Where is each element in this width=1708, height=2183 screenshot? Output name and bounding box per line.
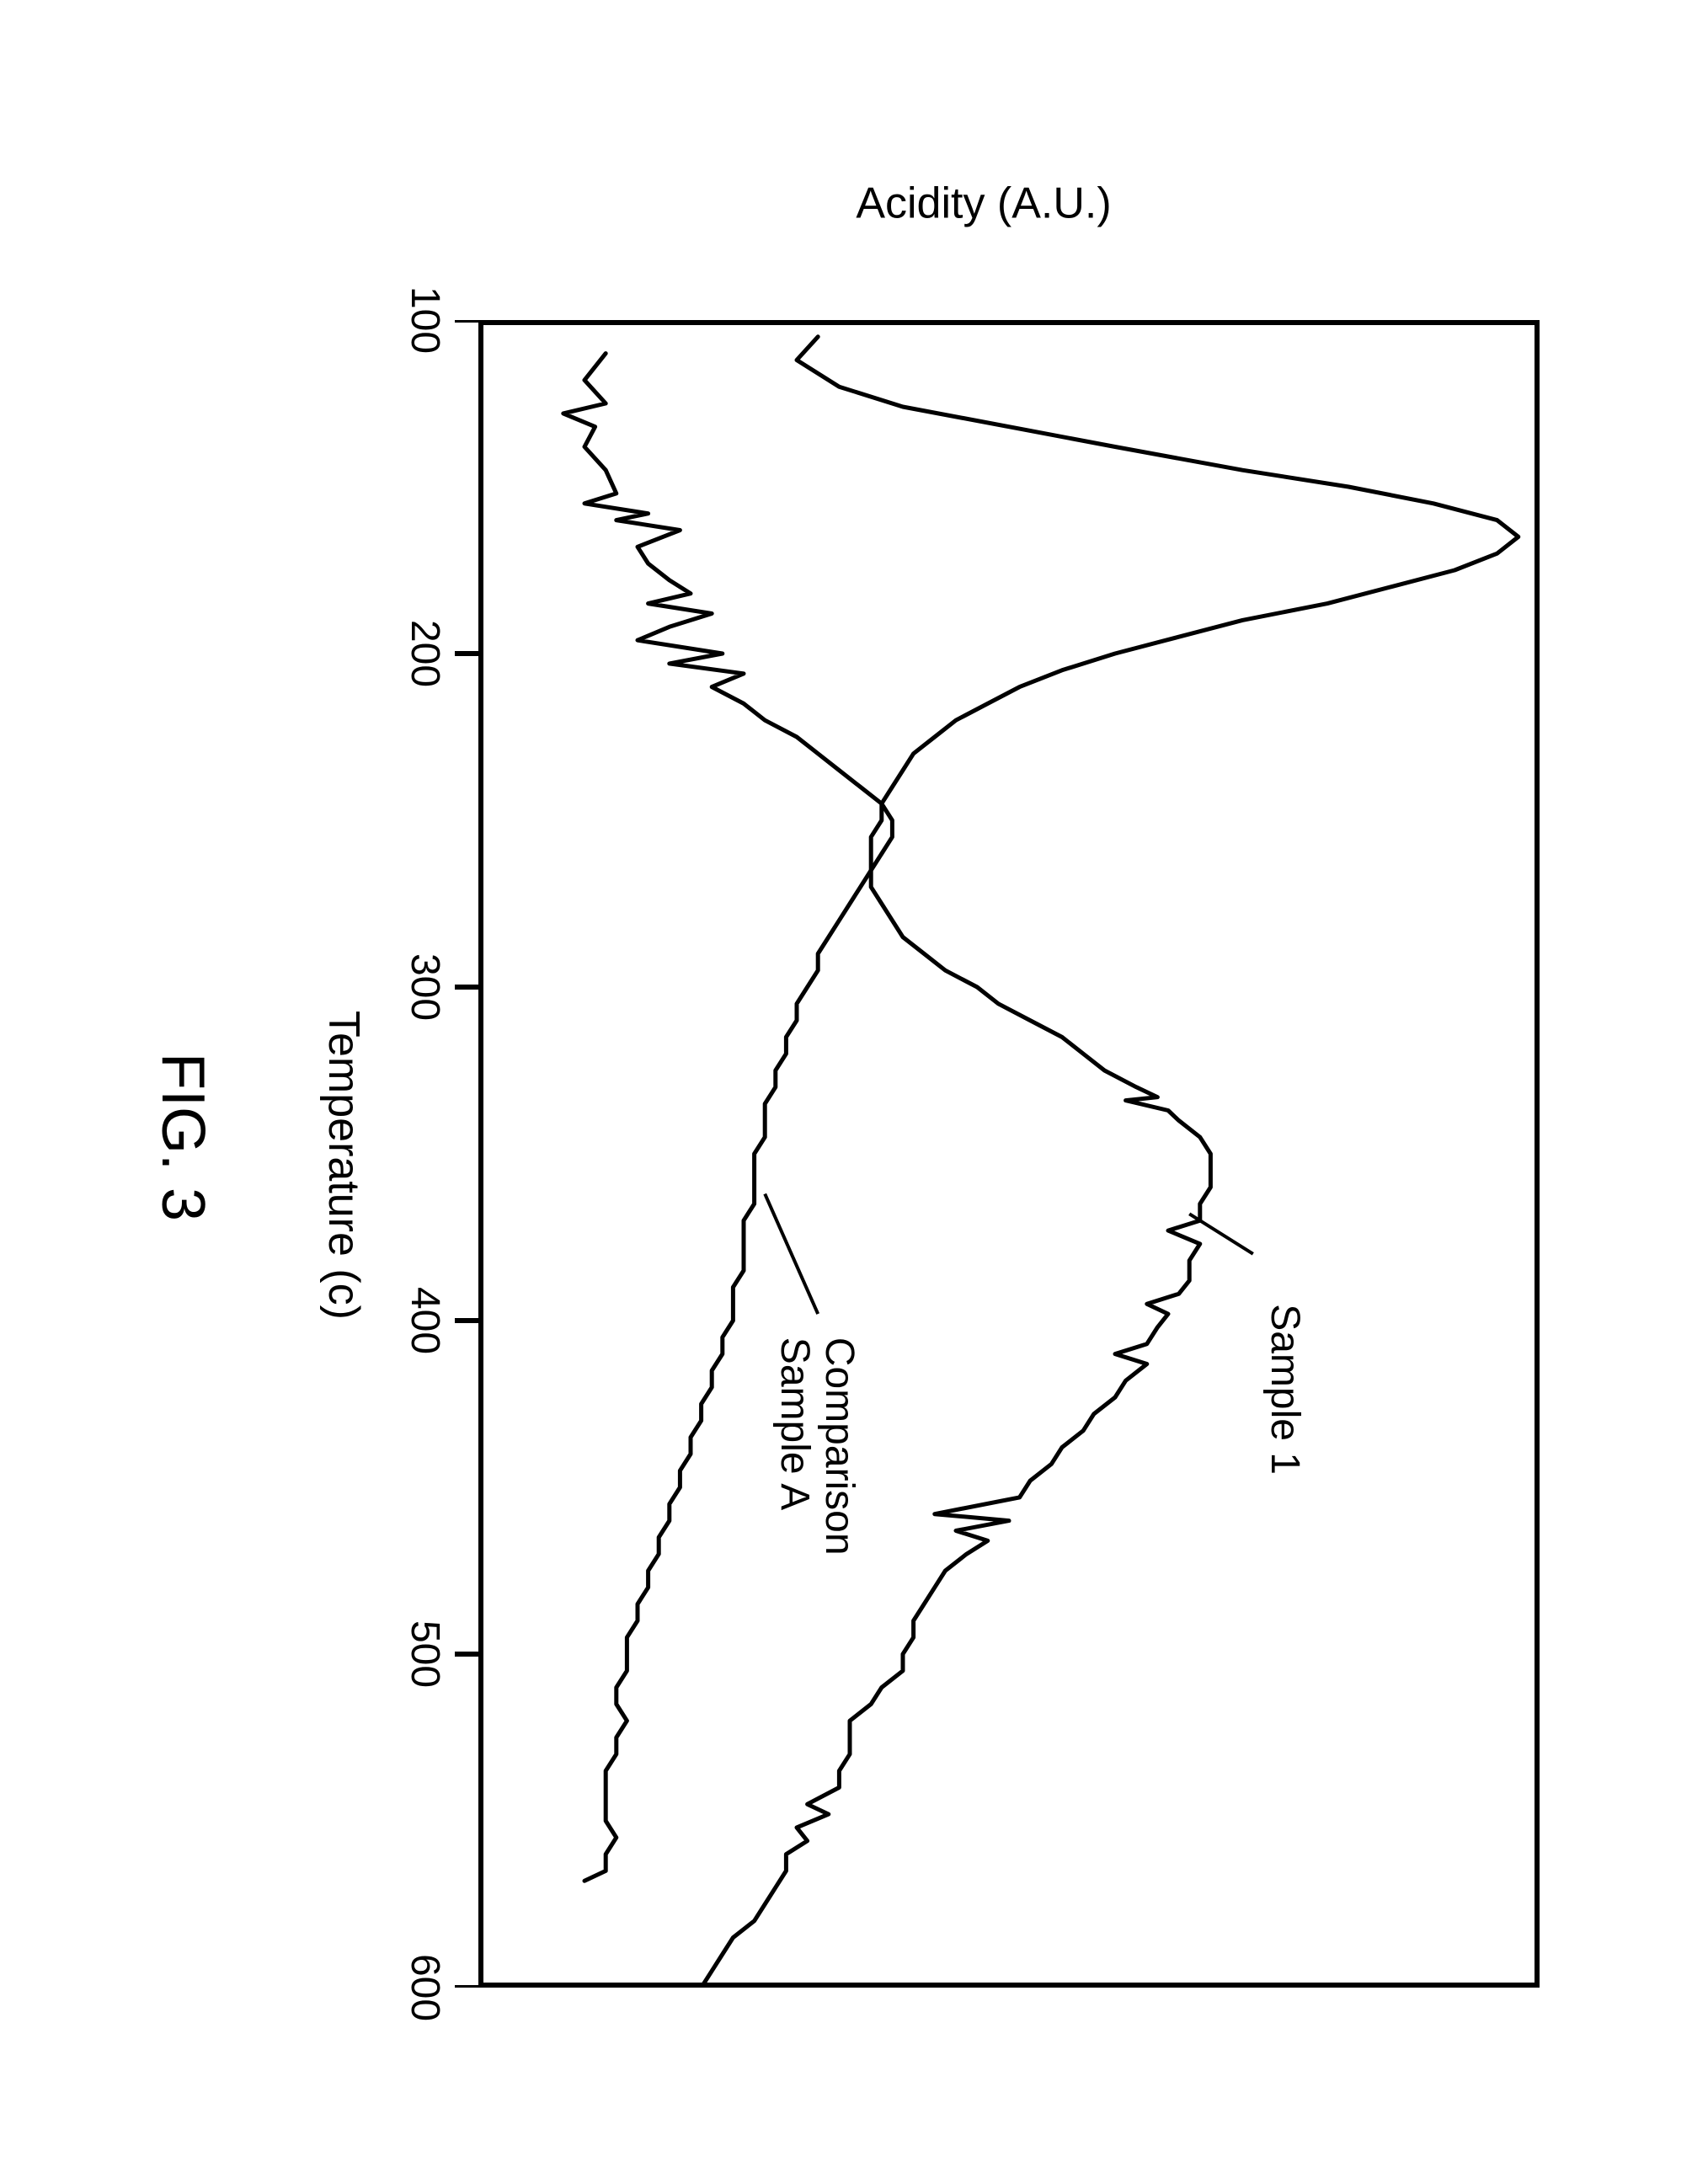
x-tick-label: 500 <box>402 1612 448 1696</box>
chart-area <box>478 320 1540 1988</box>
y-axis-label: Acidity (A.U.) <box>856 179 1111 229</box>
x-tick-label: 400 <box>402 1278 448 1363</box>
page: Acidity (A.U.) Temperature (c) FIG. 3 10… <box>0 0 1708 1708</box>
figure-caption: FIG. 3 <box>148 1053 217 1221</box>
x-tick-label: 600 <box>402 1945 448 2030</box>
chart-svg <box>451 320 1540 1988</box>
landscape-canvas: Acidity (A.U.) Temperature (c) FIG. 3 10… <box>0 0 1708 2183</box>
series-label-sample1: Sample 1 <box>1262 1304 1306 1475</box>
series-label-comparison-a: ComparisonSample A <box>771 1337 861 1556</box>
x-tick-label: 300 <box>402 945 448 1029</box>
x-axis-label: Temperature (c) <box>318 1011 369 1320</box>
x-tick-label: 100 <box>402 278 448 362</box>
x-tick-label: 200 <box>402 611 448 696</box>
